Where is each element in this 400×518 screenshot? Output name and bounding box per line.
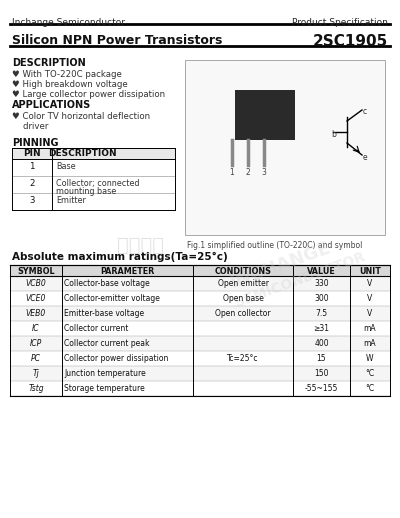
Bar: [10, 321, 390, 336]
Text: Absolute maximum ratings(Ta=25°c): Absolute maximum ratings(Ta=25°c): [12, 252, 228, 262]
Text: mA: mA: [364, 339, 376, 348]
Text: ♥ High breakdown voltage: ♥ High breakdown voltage: [12, 80, 128, 89]
Text: °C: °C: [366, 384, 374, 393]
Text: Tc=25°c: Tc=25°c: [227, 354, 259, 363]
Bar: [10, 366, 390, 381]
Text: Collector; connected: Collector; connected: [56, 179, 140, 188]
Text: APPLICATIONS: APPLICATIONS: [12, 100, 91, 110]
Text: -55~155: -55~155: [305, 384, 338, 393]
Text: PC: PC: [31, 354, 41, 363]
Text: INCHANGE: INCHANGE: [227, 238, 333, 292]
Bar: [235, 90, 295, 95]
Text: Fig.1 simplified outline (TO-220C) and symbol: Fig.1 simplified outline (TO-220C) and s…: [187, 241, 362, 250]
Bar: [10, 351, 390, 366]
Bar: [12, 148, 175, 159]
Text: CONDITIONS: CONDITIONS: [214, 266, 272, 276]
Text: Collector current: Collector current: [64, 324, 128, 333]
Text: V: V: [367, 279, 373, 288]
Text: e: e: [363, 153, 368, 162]
Text: Emitter: Emitter: [56, 196, 86, 205]
Text: VALUE: VALUE: [307, 266, 336, 276]
Text: 400: 400: [314, 339, 329, 348]
Text: Inchange Semiconductor: Inchange Semiconductor: [12, 18, 125, 27]
Text: PARAMETER: PARAMETER: [100, 266, 155, 276]
Bar: [185, 60, 385, 235]
Text: Open emitter: Open emitter: [218, 279, 268, 288]
Text: 2: 2: [246, 168, 250, 177]
Text: Collector power dissipation: Collector power dissipation: [64, 354, 168, 363]
Text: PINNING: PINNING: [12, 138, 58, 148]
Bar: [10, 381, 390, 396]
Bar: [10, 336, 390, 351]
Text: 2: 2: [29, 179, 35, 188]
Bar: [235, 90, 295, 140]
Text: ♥ Color TV horizontal deflection: ♥ Color TV horizontal deflection: [12, 112, 150, 121]
Text: SEMICONDUCTOR: SEMICONDUCTOR: [233, 250, 367, 310]
Text: 300: 300: [314, 294, 329, 303]
Bar: [10, 276, 390, 291]
Text: 1: 1: [29, 162, 35, 171]
Text: ≥31: ≥31: [314, 324, 330, 333]
Text: DESCRIPTION: DESCRIPTION: [48, 149, 116, 158]
Text: Open base: Open base: [222, 294, 264, 303]
Text: SYMBOL: SYMBOL: [17, 266, 55, 276]
Text: 1: 1: [230, 168, 234, 177]
Text: VEB0: VEB0: [26, 309, 46, 318]
Text: Emitter-base voltage: Emitter-base voltage: [64, 309, 144, 318]
Text: PIN: PIN: [23, 149, 41, 158]
Bar: [10, 265, 390, 276]
Text: °C: °C: [366, 369, 374, 378]
Bar: [10, 291, 390, 306]
Text: Tj: Tj: [33, 369, 39, 378]
Text: Junction temperature: Junction temperature: [64, 369, 146, 378]
Text: Tstg: Tstg: [28, 384, 44, 393]
Text: 威客导体: 威客导体: [116, 236, 164, 254]
Text: 3: 3: [29, 196, 35, 205]
Text: Collector current peak: Collector current peak: [64, 339, 150, 348]
Text: Collector-base voltage: Collector-base voltage: [64, 279, 150, 288]
Text: mA: mA: [364, 324, 376, 333]
Text: 2SC1905: 2SC1905: [313, 34, 388, 49]
Text: Product Specification: Product Specification: [292, 18, 388, 27]
Bar: [10, 306, 390, 321]
Text: b: b: [331, 130, 336, 139]
Text: 330: 330: [314, 279, 329, 288]
Text: Open collector: Open collector: [215, 309, 271, 318]
Text: Storage temperature: Storage temperature: [64, 384, 145, 393]
Text: DESCRIPTION: DESCRIPTION: [12, 58, 86, 68]
Text: W: W: [366, 354, 374, 363]
Text: mounting base: mounting base: [56, 187, 116, 196]
Text: VCE0: VCE0: [26, 294, 46, 303]
Text: ♥ Large collector power dissipation: ♥ Large collector power dissipation: [12, 90, 165, 99]
Text: 3: 3: [262, 168, 266, 177]
Text: c: c: [363, 107, 367, 116]
Text: IC: IC: [32, 324, 40, 333]
Text: Base: Base: [56, 162, 76, 171]
Text: 15: 15: [317, 354, 326, 363]
Text: ICP: ICP: [30, 339, 42, 348]
Text: driver: driver: [12, 122, 48, 131]
Text: 150: 150: [314, 369, 329, 378]
Text: V: V: [367, 294, 373, 303]
Text: V: V: [367, 309, 373, 318]
Text: Collector-emitter voltage: Collector-emitter voltage: [64, 294, 160, 303]
Text: UNIT: UNIT: [359, 266, 381, 276]
Text: 7.5: 7.5: [316, 309, 328, 318]
Text: Silicon NPN Power Transistors: Silicon NPN Power Transistors: [12, 34, 222, 47]
Text: VCB0: VCB0: [26, 279, 46, 288]
Text: ♥ With TO-220C package: ♥ With TO-220C package: [12, 70, 122, 79]
